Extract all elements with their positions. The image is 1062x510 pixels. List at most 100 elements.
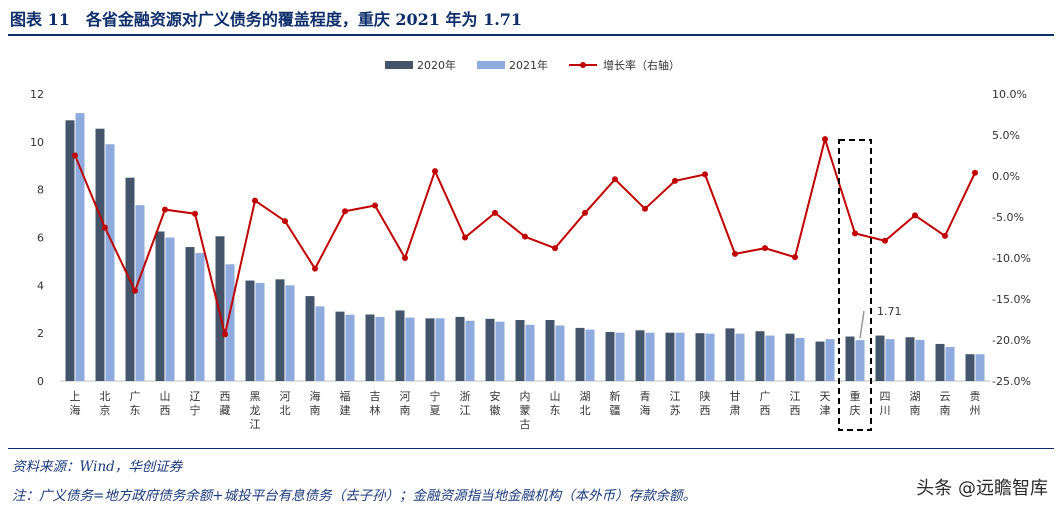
bar-2021年	[825, 339, 835, 381]
left-tick-label: 12	[30, 88, 44, 101]
right-tick-label: 5.0%	[992, 129, 1020, 142]
bar-2021年	[165, 237, 175, 381]
growth-point	[462, 234, 468, 241]
category-label: 山西	[160, 390, 171, 417]
category-label: 黑龙江	[250, 390, 261, 431]
footer-rule	[8, 448, 1054, 449]
legend-marker	[580, 62, 586, 68]
bar-2020年	[665, 332, 675, 381]
category-label: 河南	[400, 390, 411, 417]
right-tick-label: -15.0%	[992, 293, 1031, 306]
growth-point	[642, 205, 648, 212]
bar-2020年	[485, 318, 495, 381]
chart-title: 图表 11 各省金融资源对广义债务的覆盖程度，重庆 2021 年为 1.71	[10, 10, 523, 29]
category-label: 天津	[820, 390, 831, 417]
bar-2020年	[245, 280, 255, 381]
growth-point	[282, 218, 288, 225]
growth-point	[912, 212, 918, 219]
bar-2020年	[335, 311, 345, 381]
left-tick-label: 4	[37, 279, 44, 292]
category-label: 浙江	[460, 390, 471, 417]
category-label: 广西	[760, 390, 771, 417]
legend-swatch	[385, 61, 413, 69]
growth-point	[222, 331, 228, 338]
category-label: 广东	[130, 390, 141, 417]
left-tick-label: 6	[37, 232, 44, 245]
growth-point	[852, 230, 858, 237]
category-label: 江苏	[670, 390, 681, 417]
bar-2021年	[675, 332, 685, 381]
bar-2021年	[945, 347, 955, 381]
bar-2020年	[935, 343, 945, 381]
category-label: 云南	[940, 390, 951, 417]
bar-2020年	[875, 335, 885, 381]
legend-swatch	[477, 61, 505, 69]
legend: 2020年 2021年 增长率（右轴）	[385, 58, 680, 72]
category-label: 甘肃	[730, 390, 741, 417]
bar-2020年	[755, 331, 765, 381]
category-label: 江西	[790, 390, 801, 417]
left-tick-label: 2	[37, 327, 44, 340]
category-label: 青海	[640, 390, 651, 417]
category-label: 河北	[280, 390, 291, 417]
bar-2020年	[785, 333, 795, 381]
growth-point	[312, 265, 318, 272]
growth-point	[702, 171, 708, 178]
bar-2021年	[135, 205, 145, 381]
bar-2021年	[885, 339, 895, 381]
bar-2020年	[365, 314, 375, 381]
bar-2020年	[65, 120, 75, 381]
category-label: 海南	[310, 389, 321, 417]
growth-point	[672, 177, 678, 184]
growth-point	[492, 209, 498, 216]
growth-point	[132, 287, 138, 294]
bar-2020年	[515, 320, 525, 381]
category-label: 山东	[550, 390, 561, 417]
watermark: 头条 @远瞻智库	[916, 478, 1048, 499]
legend-label: 增长率（右轴）	[603, 58, 680, 72]
category-label: 北京	[100, 390, 111, 417]
bar-2020年	[845, 336, 855, 381]
bar-2020年	[545, 320, 555, 381]
bar-line-chart: 2020年 2021年 增长率（右轴） 0 2 4 6 8 10 12 -25.0% -20.0% -…	[30, 58, 1031, 431]
bar-2021年	[705, 333, 715, 381]
bar-2020年	[965, 354, 975, 381]
legend-label: 2021年	[509, 58, 548, 72]
growth-point	[732, 250, 738, 257]
growth-point	[522, 233, 528, 240]
right-tick-label: -5.0%	[992, 211, 1024, 224]
bar-2021年	[465, 320, 475, 381]
category-label: 重庆	[850, 389, 861, 417]
left-tick-label: 8	[37, 184, 44, 197]
bar-2021年	[585, 329, 595, 381]
growth-point	[972, 169, 978, 176]
source-text: 资料来源：Wind，华创证券	[12, 459, 183, 475]
left-tick-label: 0	[37, 375, 44, 388]
bar-2021年	[555, 325, 565, 381]
note-text: 注：广义债务=地方政府债务余额+城投平台有息债务（去子孙）；金融资源指当地金融机…	[12, 488, 697, 504]
bar-2021年	[855, 340, 865, 381]
bar-2020年	[575, 327, 585, 381]
bar-2020年	[305, 296, 315, 381]
highlight-box	[838, 139, 872, 431]
category-label: 陕西	[700, 389, 711, 417]
category-label: 安徽	[490, 389, 501, 417]
bar-2021年	[435, 318, 445, 381]
growth-line	[72, 135, 978, 338]
growth-point	[612, 176, 618, 183]
growth-point	[102, 224, 108, 231]
bar-2020年	[725, 328, 735, 381]
bar-2020年	[155, 231, 165, 381]
right-tick-label: 0.0%	[992, 170, 1020, 183]
right-tick-label: -20.0%	[992, 334, 1031, 347]
bar-2021年	[375, 316, 385, 381]
bar-2021年	[345, 314, 355, 381]
bar-2020年	[635, 330, 645, 381]
bar-2020年	[395, 310, 405, 381]
bar-2021年	[765, 335, 775, 381]
growth-point	[402, 255, 408, 261]
bar-2020年	[215, 236, 225, 381]
bars	[65, 113, 985, 381]
category-label: 宁夏	[430, 389, 441, 417]
